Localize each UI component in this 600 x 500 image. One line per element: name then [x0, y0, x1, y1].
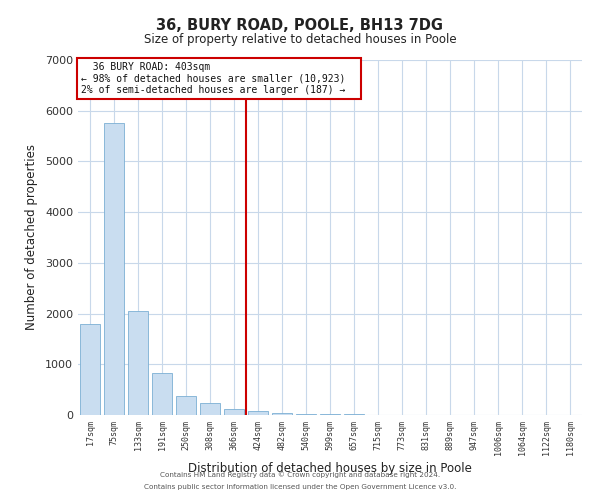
Text: 36, BURY ROAD, POOLE, BH13 7DG: 36, BURY ROAD, POOLE, BH13 7DG	[157, 18, 443, 32]
Text: Size of property relative to detached houses in Poole: Size of property relative to detached ho…	[143, 32, 457, 46]
Bar	[224, 409, 244, 415]
Y-axis label: Number of detached properties: Number of detached properties	[25, 144, 38, 330]
Bar	[176, 396, 196, 415]
Bar	[272, 413, 292, 415]
Text: Contains HM Land Registry data © Crown copyright and database right 2024.: Contains HM Land Registry data © Crown c…	[160, 471, 440, 478]
Bar	[80, 324, 100, 415]
Bar	[248, 411, 268, 415]
Bar	[320, 414, 340, 415]
X-axis label: Distribution of detached houses by size in Poole: Distribution of detached houses by size …	[188, 462, 472, 475]
Text: Contains public sector information licensed under the Open Government Licence v3: Contains public sector information licen…	[144, 484, 456, 490]
Bar	[152, 374, 172, 415]
Bar	[104, 124, 124, 415]
Bar	[128, 311, 148, 415]
Bar	[200, 404, 220, 415]
Text: 36 BURY ROAD: 403sqm  
← 98% of detached houses are smaller (10,923)
2% of semi-: 36 BURY ROAD: 403sqm ← 98% of detached h…	[80, 62, 356, 95]
Bar	[296, 414, 316, 415]
Bar	[344, 414, 364, 415]
